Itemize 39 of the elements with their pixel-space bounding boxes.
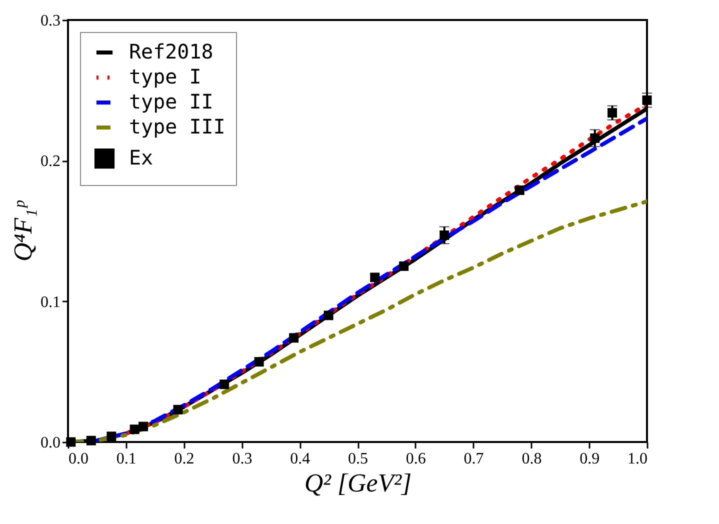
x-tick-label: 0.5 xyxy=(348,450,368,468)
x-tick-label: 1.0 xyxy=(628,450,648,468)
point xyxy=(514,185,524,195)
y-tick-label: 0.3 xyxy=(40,12,60,30)
legend-label: Ex xyxy=(129,146,154,170)
y-tick-label: 0.1 xyxy=(40,294,60,311)
y-tick-label: 0.2 xyxy=(40,153,60,170)
point xyxy=(173,404,183,414)
point xyxy=(106,432,116,442)
x-tick-label: 0.8 xyxy=(522,450,542,468)
point xyxy=(608,108,618,118)
point xyxy=(370,272,380,282)
point xyxy=(440,230,450,240)
x-tick-label: 0.6 xyxy=(406,450,426,468)
x-tick-label: 0.3 xyxy=(232,450,252,468)
point xyxy=(642,95,652,105)
point xyxy=(86,436,96,446)
point xyxy=(399,261,409,271)
legend-label: Ref2018 xyxy=(129,40,214,64)
legend-label: type II xyxy=(129,90,214,114)
legend-label: type III xyxy=(129,114,226,138)
point xyxy=(254,357,264,367)
point xyxy=(130,424,140,434)
point xyxy=(590,133,600,143)
x-axis-title: Q² [GeV²] xyxy=(304,468,412,498)
point xyxy=(289,333,299,343)
x-tick-label: 0.4 xyxy=(290,450,310,468)
point xyxy=(220,380,230,390)
point xyxy=(66,437,76,447)
point xyxy=(324,310,334,320)
y-tick-label: 0.0 xyxy=(40,434,60,452)
x-tick-label: 0.1 xyxy=(116,450,136,468)
legend-label: type I xyxy=(129,64,202,88)
x-tick-label: 0.2 xyxy=(174,450,194,468)
x-tick-label: 0.9 xyxy=(580,450,600,468)
x-tick-label: 0.7 xyxy=(464,450,484,468)
x-tick-label: 0.0 xyxy=(68,450,88,468)
point xyxy=(138,422,148,432)
y-axis-title: Q⁴F₁ᵖ xyxy=(8,200,38,262)
